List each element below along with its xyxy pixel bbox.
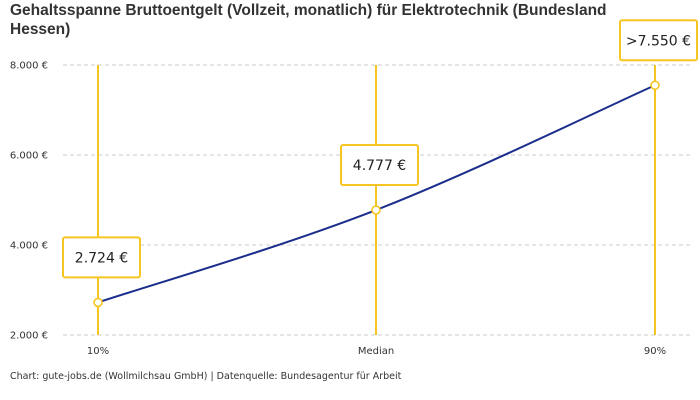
y-tick-label: 6.000 € xyxy=(10,151,48,162)
chart-title: Gehaltsspanne Bruttoentgelt (Vollzeit, m… xyxy=(10,2,607,38)
x-tick-label: Median xyxy=(358,346,394,357)
data-point xyxy=(93,297,103,308)
x-tick-label: 10% xyxy=(87,346,109,357)
y-tick-label: 4.000 € xyxy=(10,241,48,252)
data-label: >7.550 € xyxy=(626,33,691,49)
data-label-box xyxy=(62,236,141,279)
y-tick-label: 2.000 € xyxy=(10,331,48,342)
data-label: 2.724 € xyxy=(75,250,128,266)
data-point xyxy=(371,205,381,215)
data-label-box xyxy=(340,144,419,187)
data-point xyxy=(650,80,660,91)
data-label: 4.777 € xyxy=(353,158,406,174)
x-tick-label: 90% xyxy=(644,346,666,357)
data-label-box xyxy=(619,19,698,62)
y-tick-label: 8.000 € xyxy=(10,61,48,72)
chart-footer: Chart: gute-jobs.de (Wollmilchsau GmbH) … xyxy=(10,371,402,382)
